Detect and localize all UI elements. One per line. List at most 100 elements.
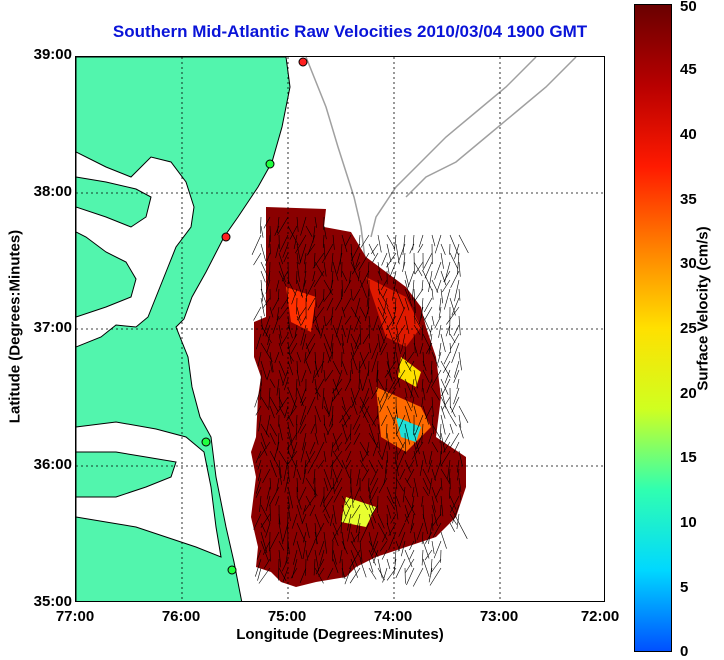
radar-station — [299, 58, 307, 66]
velocity-arrow — [459, 406, 468, 423]
velocity-arrow — [459, 352, 462, 370]
velocity-arrow — [435, 235, 441, 253]
colorbar-tick: 0 — [680, 643, 720, 660]
velocity-arrow — [387, 559, 390, 569]
map-canvas — [76, 57, 605, 602]
velocity-arrow — [450, 523, 455, 532]
map-plot-area[interactable] — [75, 56, 605, 602]
velocity-arrow — [439, 325, 442, 338]
velocity-arrow — [382, 253, 387, 266]
velocity-arrow — [254, 253, 262, 265]
velocity-arrow — [454, 388, 460, 404]
velocity-arrow — [429, 568, 432, 582]
radar-station — [222, 233, 230, 241]
velocity-arrow — [398, 244, 405, 263]
x-tick-label: 76:00 — [151, 608, 211, 625]
velocity-arrow — [254, 307, 262, 321]
velocity-arrow — [459, 235, 468, 253]
velocity-arrow — [459, 424, 463, 438]
velocity-arrow — [415, 262, 423, 274]
velocity-arrow — [423, 271, 432, 290]
velocity-arrow — [450, 406, 456, 417]
x-tick-label: 73:00 — [469, 608, 529, 625]
velocity-arrow — [413, 568, 423, 587]
velocity-arrow — [459, 523, 467, 539]
colorbar-tick: 10 — [680, 514, 720, 531]
velocity-arrow — [450, 424, 453, 434]
velocity-arrow — [435, 262, 442, 280]
colorbar-label: Surface Velocity (cm/s) — [695, 179, 712, 439]
y-tick-label: 37:00 — [20, 319, 72, 336]
velocity-arrow — [373, 253, 379, 262]
x-tick-label: 74:00 — [363, 608, 423, 625]
velocity-arrow — [396, 559, 405, 578]
y-tick-label: 39:00 — [20, 46, 72, 63]
velocity-arrow — [432, 541, 434, 554]
velocity-arrow — [437, 280, 441, 292]
y-tick-label: 36:00 — [20, 456, 72, 473]
velocity-arrow — [454, 325, 459, 336]
velocity-arrow — [387, 235, 394, 247]
velocity-arrow — [457, 514, 459, 529]
y-tick-label: 38:00 — [20, 183, 72, 200]
velocity-arrow — [444, 289, 450, 310]
velocity-arrow — [410, 244, 414, 254]
y-axis-label: Latitude (Degrees:Minutes) — [7, 192, 24, 462]
velocity-arrow — [261, 244, 266, 261]
colorbar-tick: 15 — [680, 449, 720, 466]
radar-station — [228, 566, 236, 574]
velocity-arrow — [371, 244, 378, 254]
velocity-arrow — [415, 289, 423, 300]
velocity-arrow — [450, 433, 459, 448]
velocity-arrow — [418, 244, 423, 253]
velocity-arrow — [383, 568, 387, 583]
velocity-arrow — [441, 253, 444, 269]
velocity-arrow — [441, 532, 447, 549]
velocity-arrow — [459, 289, 460, 301]
velocity-arrow — [261, 271, 265, 282]
velocity-arrow — [422, 253, 432, 271]
velocity-arrow — [450, 343, 451, 353]
colorbar — [634, 4, 672, 652]
velocity-arrow — [410, 550, 415, 559]
velocity-arrow — [424, 298, 432, 312]
colorbar-tick: 50 — [680, 0, 720, 15]
velocity-arrow — [441, 415, 445, 435]
velocity-arrow — [387, 244, 391, 262]
velocity-arrow — [405, 550, 412, 567]
colorbar-tick: 40 — [680, 126, 720, 143]
velocity-arrow — [369, 559, 373, 572]
velocity-arrow — [369, 568, 376, 579]
velocity-arrow — [441, 244, 445, 255]
velocity-arrow — [444, 271, 450, 282]
radar-station — [266, 160, 274, 168]
velocity-arrow — [424, 307, 432, 320]
radar-station — [202, 438, 210, 446]
velocity-arrow — [394, 235, 396, 251]
velocity-arrow — [378, 235, 381, 252]
velocity-arrow — [387, 568, 396, 580]
velocity-arrow — [261, 226, 263, 238]
velocity-arrow — [454, 280, 459, 301]
velocity-arrow — [446, 307, 459, 325]
bathymetry-contour — [406, 57, 576, 197]
velocity-arrow — [423, 559, 429, 577]
velocity-arrow — [459, 316, 460, 335]
velocity-arrow — [457, 379, 459, 389]
velocity-arrow — [450, 235, 458, 255]
velocity-arrow — [432, 289, 433, 300]
velocity-arrow — [252, 235, 261, 255]
velocity-arrow — [432, 235, 435, 246]
x-tick-label: 75:00 — [257, 608, 317, 625]
velocity-arrow — [441, 271, 446, 285]
velocity-arrow — [452, 343, 459, 363]
velocity-arrow — [441, 334, 445, 352]
velocity-arrow — [442, 397, 450, 410]
x-axis-label: Longitude (Degrees:Minutes) — [180, 626, 500, 643]
velocity-arrow — [454, 244, 459, 259]
velocity-arrow — [442, 280, 450, 292]
colorbar-tick: 45 — [680, 61, 720, 78]
velocity-arrow — [425, 550, 432, 560]
map-title: Southern Mid-Atlantic Raw Velocities 201… — [60, 22, 640, 42]
bathymetry-contour — [371, 57, 536, 237]
